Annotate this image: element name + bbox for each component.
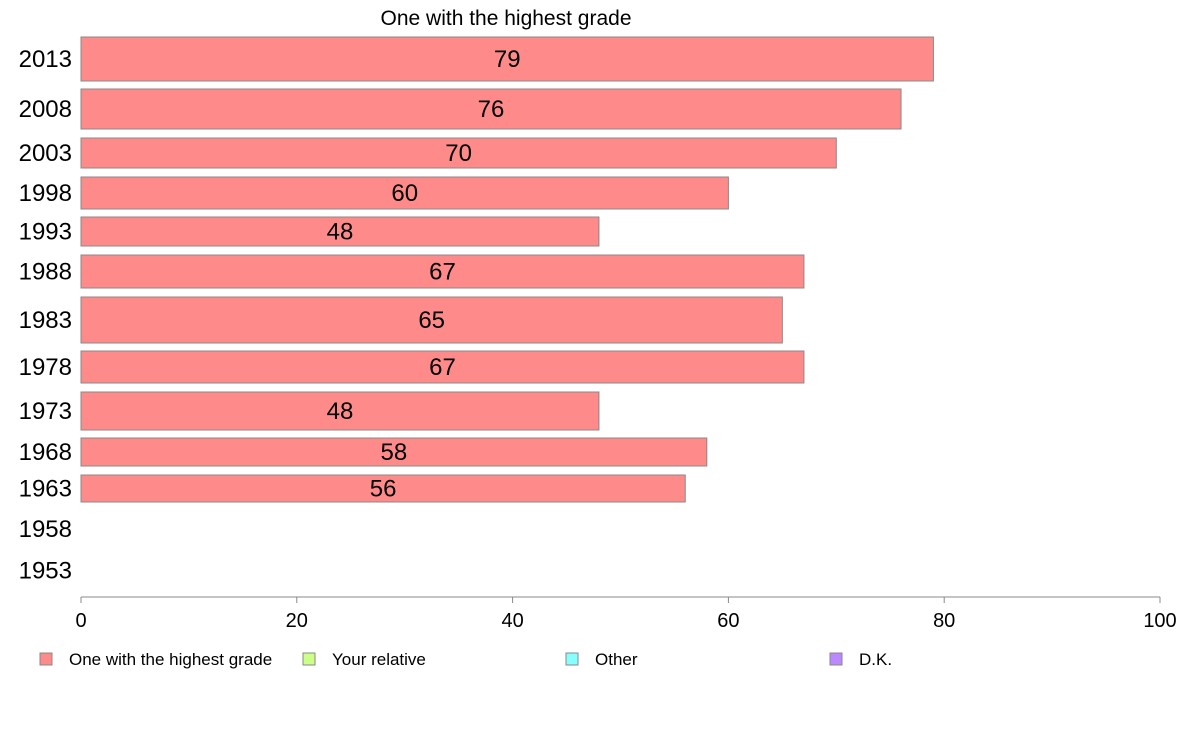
y-tick-label-1983: 1983 bbox=[19, 307, 72, 334]
chart-title: One with the highest grade bbox=[381, 7, 632, 30]
y-tick-label-1953: 1953 bbox=[19, 558, 72, 585]
x-tick-label-80: 80 bbox=[933, 610, 955, 632]
legend-label-1: One with the highest grade bbox=[69, 650, 272, 669]
y-tick-label-1973: 1973 bbox=[19, 398, 72, 425]
data-label-1998: 60 bbox=[391, 180, 418, 207]
x-tick-label-60: 60 bbox=[717, 610, 739, 632]
data-label-1968: 58 bbox=[381, 439, 408, 466]
y-tick-label-1958: 1958 bbox=[19, 516, 72, 543]
x-tick-label-40: 40 bbox=[501, 610, 523, 632]
data-label-1993: 48 bbox=[327, 219, 354, 246]
y-tick-label-1988: 1988 bbox=[19, 259, 72, 286]
y-tick-label-1968: 1968 bbox=[19, 439, 72, 466]
legend-swatch-3 bbox=[565, 652, 579, 666]
bar-1978 bbox=[80, 350, 805, 384]
bar-1973 bbox=[80, 391, 600, 431]
y-axis-labels: 2013 2008 2003 1998 1993 1988 1983 1978 1973 1968… bbox=[19, 46, 72, 585]
data-label-1963: 56 bbox=[370, 476, 397, 503]
x-tick-label-100: 100 bbox=[1143, 610, 1176, 632]
data-label-1973: 48 bbox=[327, 398, 354, 425]
data-label-2008: 76 bbox=[478, 96, 505, 123]
y-tick-label-2008: 2008 bbox=[19, 96, 72, 123]
y-tick-label-1963: 1963 bbox=[19, 476, 72, 503]
x-tick-label-0: 0 bbox=[75, 610, 86, 632]
y-tick-label-2013: 2013 bbox=[19, 46, 72, 73]
bar-2003 bbox=[80, 137, 837, 169]
legend-label-4: D.K. bbox=[859, 650, 892, 669]
y-tick-label-1998: 1998 bbox=[19, 180, 72, 207]
legend-swatch-1 bbox=[39, 652, 53, 666]
bar-1998 bbox=[80, 176, 729, 210]
legend-swatch-2 bbox=[302, 652, 316, 666]
bar-1963 bbox=[80, 474, 686, 503]
bar-2013 bbox=[80, 36, 934, 82]
data-label-1983: 65 bbox=[418, 307, 445, 334]
legend: One with the highest grade Your relative O… bbox=[39, 650, 892, 669]
bar-1993 bbox=[80, 216, 600, 247]
y-tick-label-1978: 1978 bbox=[19, 354, 72, 381]
legend-label-3: Other bbox=[595, 650, 638, 669]
data-label-2003: 70 bbox=[445, 140, 472, 167]
bar-1988 bbox=[80, 254, 805, 289]
legend-swatch-4 bbox=[829, 652, 843, 666]
y-tick-label-2003: 2003 bbox=[19, 140, 72, 167]
bar-2008 bbox=[80, 88, 902, 130]
bar-1968 bbox=[80, 437, 708, 467]
bar-1983 bbox=[80, 296, 783, 344]
y-tick-label-1993: 1993 bbox=[19, 219, 72, 246]
x-tick-label-20: 20 bbox=[286, 610, 308, 632]
data-label-2013: 79 bbox=[494, 46, 521, 73]
data-label-1978: 67 bbox=[429, 354, 456, 381]
data-label-1988: 67 bbox=[429, 259, 456, 286]
legend-label-2: Your relative bbox=[332, 650, 426, 669]
x-axis: 0 20 40 60 80 100 bbox=[75, 596, 1177, 632]
